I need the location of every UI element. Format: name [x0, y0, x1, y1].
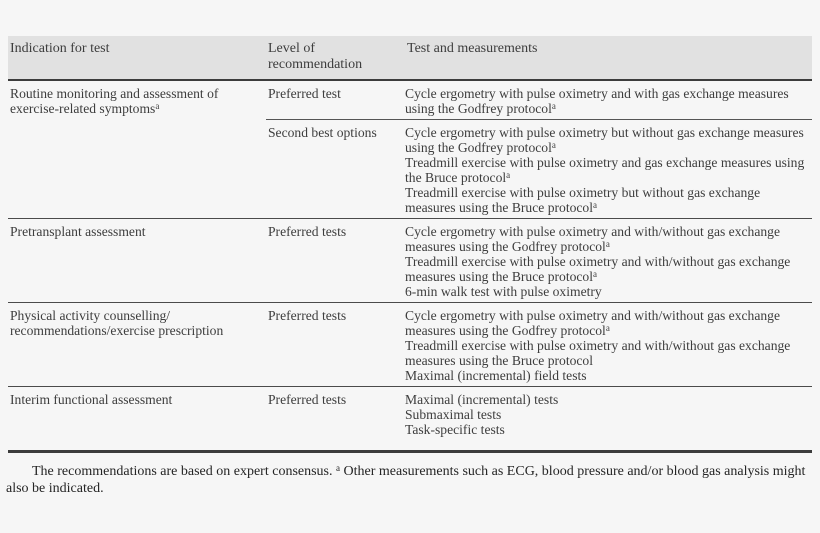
superscript-a: a: [336, 463, 341, 473]
test-text: Cycle ergometry with pulse oximetry and …: [405, 308, 781, 338]
superscript-a: a: [551, 140, 556, 150]
col-header-indication: Indication for test: [10, 41, 110, 56]
indication-cell: Interim functional assessment: [8, 387, 266, 440]
section-interim-functional: Interim functional assessment Preferred …: [8, 386, 812, 450]
tests-cell: Cycle ergometry with pulse oximetry and …: [405, 86, 812, 116]
indication-cell: Pretransplant assessment: [8, 219, 266, 302]
section-routine-monitoring: Routine monitoring and assessment of exe…: [8, 81, 812, 218]
page: Indication for test Level of recommendat…: [0, 36, 820, 533]
indication-cell: Routine monitoring and assessment of exe…: [8, 81, 266, 218]
test-item: Treadmill exercise with pulse oximetry a…: [405, 338, 810, 368]
test-item: Cycle ergometry with pulse oximetry and …: [405, 224, 810, 254]
test-text: Task-specific tests: [405, 422, 505, 437]
level-cell: Preferred tests: [268, 224, 347, 239]
section-rows: Preferred tests Cycle ergometry with pul…: [266, 303, 812, 386]
indication-text: Pretransplant assessment: [10, 224, 146, 239]
level-cell: Preferred tests: [268, 308, 347, 323]
footnote-text-after: Other measurements such as ECG, blood pr…: [6, 464, 806, 496]
indication-text: Physical activity counselling/ recommend…: [10, 308, 224, 338]
table-row: Preferred tests Cycle ergometry with pul…: [266, 219, 812, 302]
superscript-a: a: [605, 323, 610, 333]
test-text: Submaximal tests: [405, 407, 502, 422]
table-row: Preferred tests Cycle ergometry with pul…: [266, 303, 812, 386]
test-text: Maximal (incremental) field tests: [405, 368, 587, 383]
table-footnote: The recommendations are based on expert …: [6, 463, 814, 497]
test-item: Treadmill exercise with pulse oximetry a…: [405, 155, 810, 185]
tests-cell: Cycle ergometry with pulse oximetry and …: [405, 224, 812, 299]
section-pretransplant: Pretransplant assessment Preferred tests…: [8, 218, 812, 302]
test-item: Submaximal tests: [405, 407, 810, 422]
superscript-a: a: [593, 200, 597, 210]
table-row: Preferred tests Maximal (incremental) te…: [266, 387, 812, 440]
section-rows: Preferred test Cycle ergometry with puls…: [266, 81, 812, 218]
section-physical-activity: Physical activity counselling/ recommend…: [8, 302, 812, 386]
test-item: Cycle ergometry with pulse oximetry and …: [405, 86, 810, 116]
test-text: Maximal (incremental) tests: [405, 392, 559, 407]
test-text: Cycle ergometry with pulse oximetry but …: [405, 125, 804, 155]
superscript-a: a: [593, 269, 597, 279]
test-text: Cycle ergometry with pulse oximetry and …: [405, 224, 781, 254]
table-row: Second best options Cycle ergometry with…: [266, 119, 812, 218]
level-cell: Second best options: [268, 125, 377, 140]
indication-cell: Physical activity counselling/ recommend…: [8, 303, 266, 386]
level-cell: Preferred test: [268, 86, 341, 101]
test-item: 6-min walk test with pulse oximetry: [405, 284, 810, 299]
test-item: Treadmill exercise with pulse oximetry a…: [405, 254, 810, 284]
section-rows: Preferred tests Maximal (incremental) te…: [266, 387, 812, 440]
indication-text: Interim functional assessment: [10, 392, 173, 407]
level-cell: Preferred tests: [268, 392, 347, 407]
test-item: Maximal (incremental) tests: [405, 392, 810, 407]
col-header-tests: Test and measurements: [407, 41, 538, 56]
footnote-text-before: The recommendations are based on expert …: [32, 464, 333, 479]
test-item: Cycle ergometry with pulse oximetry but …: [405, 125, 810, 155]
recommendations-table: Indication for test Level of recommendat…: [8, 36, 812, 453]
tests-cell: Cycle ergometry with pulse oximetry but …: [405, 125, 812, 215]
superscript-a: a: [605, 239, 610, 249]
test-text: Treadmill exercise with pulse oximetry a…: [405, 338, 791, 368]
test-item: Treadmill exercise with pulse oximetry b…: [405, 185, 810, 215]
superscript-a: a: [506, 170, 511, 180]
test-text: 6-min walk test with pulse oximetry: [405, 284, 602, 299]
test-text: Cycle ergometry with pulse oximetry and …: [405, 86, 789, 116]
test-text: Treadmill exercise with pulse oximetry a…: [405, 155, 805, 185]
superscript-a: a: [551, 101, 556, 111]
test-text: Treadmill exercise with pulse oximetry a…: [405, 254, 791, 284]
indication-text: Routine monitoring and assessment of exe…: [10, 86, 219, 116]
tests-cell: Maximal (incremental) tests Submaximal t…: [405, 392, 812, 437]
tests-cell: Cycle ergometry with pulse oximetry and …: [405, 308, 812, 383]
test-text: Treadmill exercise with pulse oximetry b…: [405, 185, 761, 215]
superscript-a: a: [155, 101, 160, 111]
test-item: Task-specific tests: [405, 422, 810, 437]
table-header-row: Indication for test Level of recommendat…: [8, 36, 812, 81]
test-item: Maximal (incremental) field tests: [405, 368, 810, 383]
col-header-level: Level of recommendation: [268, 41, 363, 72]
table-row: Preferred test Cycle ergometry with puls…: [266, 81, 812, 119]
section-rows: Preferred tests Cycle ergometry with pul…: [266, 219, 812, 302]
test-item: Cycle ergometry with pulse oximetry and …: [405, 308, 810, 338]
